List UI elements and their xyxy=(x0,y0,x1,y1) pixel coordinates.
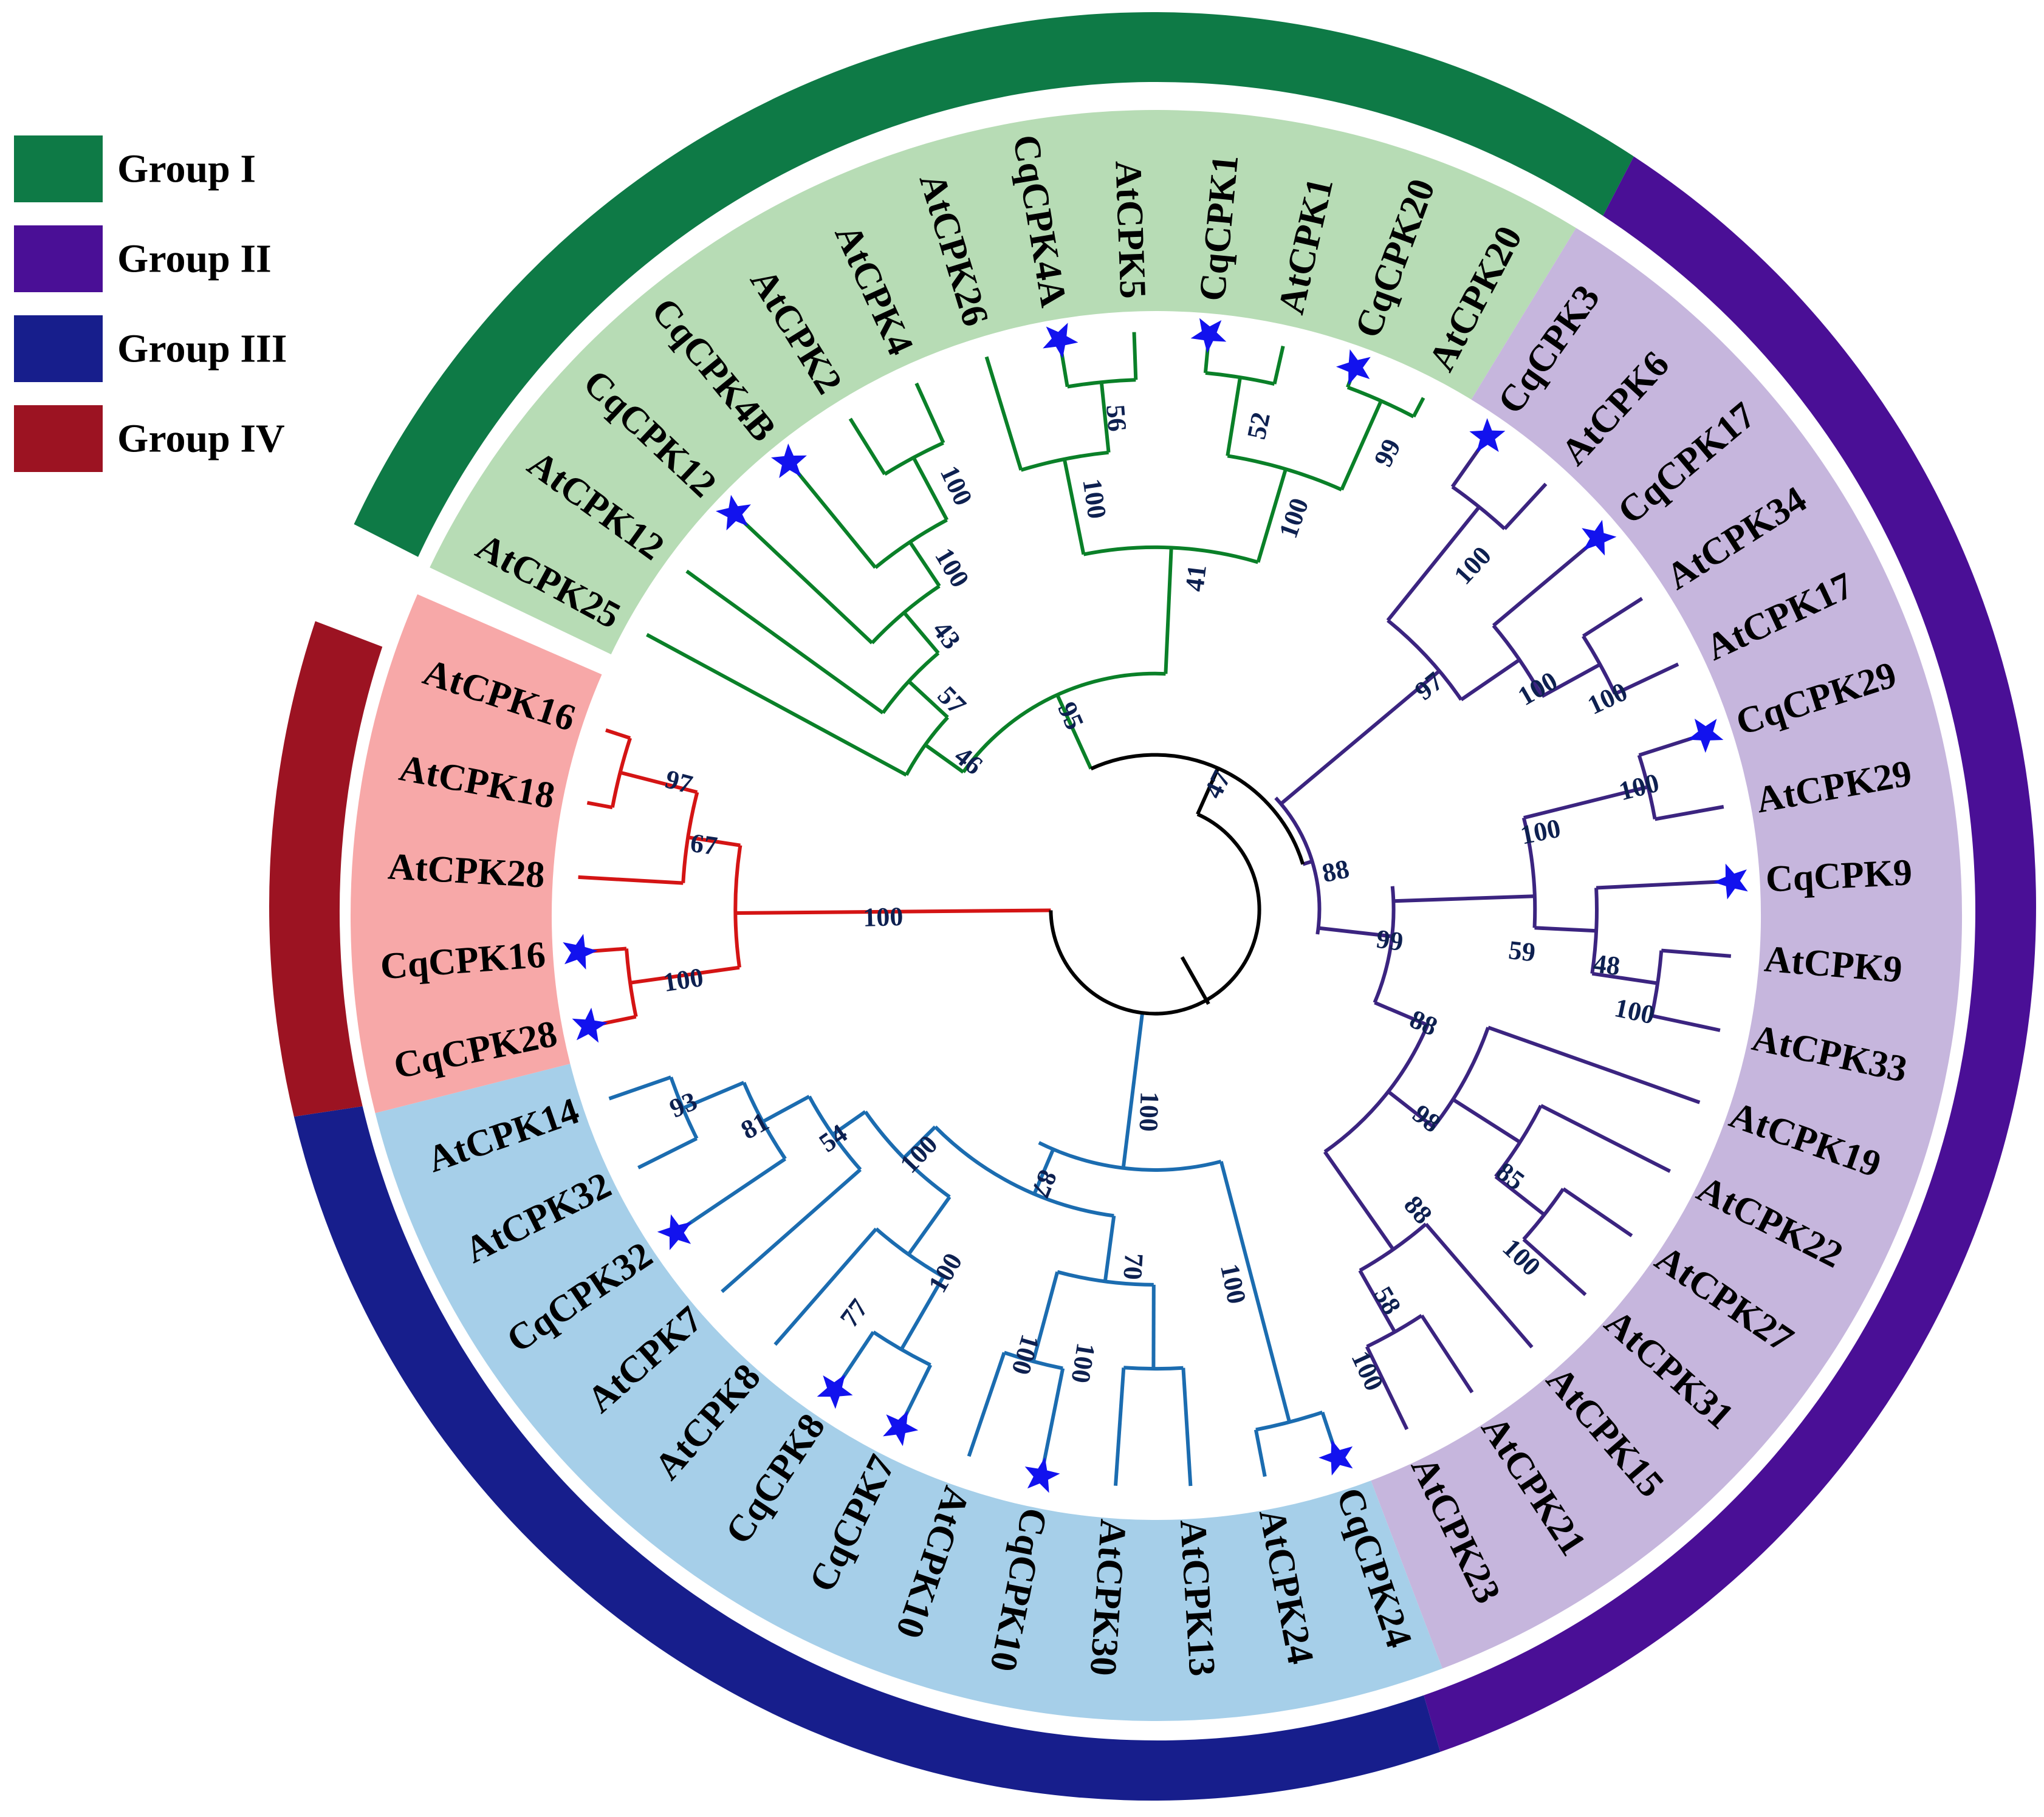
svg-text:99: 99 xyxy=(1374,924,1405,957)
svg-text:Group III: Group III xyxy=(117,327,287,371)
svg-text:88: 88 xyxy=(1320,854,1352,888)
svg-text:Group II: Group II xyxy=(117,237,272,281)
svg-text:Group I: Group I xyxy=(117,147,256,191)
svg-text:100: 100 xyxy=(863,902,904,932)
svg-text:56: 56 xyxy=(1100,403,1132,433)
svg-text:100: 100 xyxy=(661,962,705,997)
svg-text:AtCPK28: AtCPK28 xyxy=(387,846,546,895)
svg-text:70: 70 xyxy=(1117,1252,1149,1281)
svg-text:100: 100 xyxy=(1065,1341,1101,1385)
svg-text:67: 67 xyxy=(688,828,719,861)
svg-text:CqCPK9: CqCPK9 xyxy=(1764,852,1913,900)
svg-text:41: 41 xyxy=(1179,563,1212,594)
svg-text:48: 48 xyxy=(1591,948,1622,981)
svg-text:100: 100 xyxy=(1077,477,1112,521)
svg-text:AtCPK5: AtCPK5 xyxy=(1107,160,1153,299)
svg-text:Group IV: Group IV xyxy=(117,417,285,461)
svg-text:AtCPK13: AtCPK13 xyxy=(1172,1518,1223,1677)
svg-text:52: 52 xyxy=(1241,409,1276,442)
svg-text:100: 100 xyxy=(1134,1091,1165,1132)
svg-text:59: 59 xyxy=(1507,935,1537,968)
